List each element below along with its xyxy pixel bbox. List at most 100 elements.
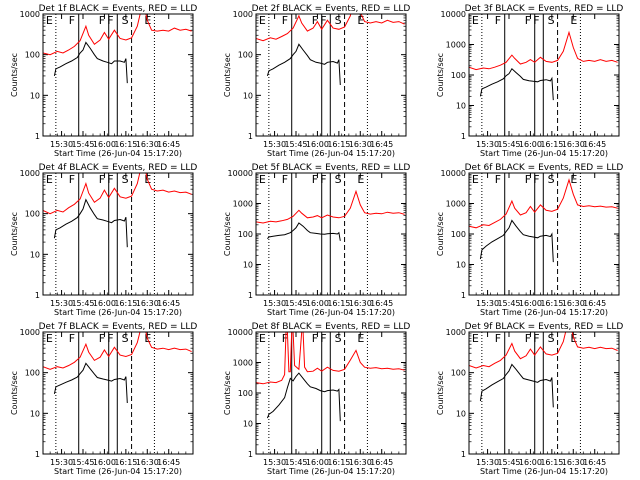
x-tick-label: 16:30 [349,140,372,149]
panel-title: Det 5f BLACK = Events, RED = LLD [252,163,411,173]
marker-label-S: S [335,332,342,345]
marker-label-F: F [69,14,75,27]
y-tick-label: 10 [456,102,466,111]
panel-title: Det 9f BLACK = Events, RED = LLD [465,322,624,332]
y-tick-label: 10 [243,91,253,100]
y-tick-label: 1000 [233,200,253,209]
x-tick-label: 16:15 [327,140,350,149]
y-axis-label: Counts/sec [10,212,19,256]
marker-label-E: E [46,14,53,27]
panel-frame [42,331,194,455]
x-tick-label: 15:45 [284,458,307,467]
x-tick-label: 16:30 [136,140,159,149]
x-tick-label: 15:30 [263,140,286,149]
y-tick-label: 100 [451,71,466,80]
x-axis-label: Start Time (26-Jun-04 15:17:20) [267,149,395,158]
series-events [53,198,128,248]
marker-label-F: F [525,332,531,345]
marker-label-F: F [525,14,531,27]
marker-label-E: E [357,332,364,345]
y-tick-label: 10000 [441,169,466,178]
marker-label-S: S [548,173,555,186]
x-tick-label: 16:45 [157,299,180,308]
x-tick-label: 15:45 [497,140,520,149]
x-axis-label: Start Time (26-Jun-04 15:17:20) [54,467,182,476]
x-tick-label: 16:00 [306,299,329,308]
marker-label-F: F [495,332,501,345]
y-tick-label: 1 [248,132,253,141]
panel-title: Det 2f BLACK = Events, RED = LLD [252,4,411,14]
x-tick-label: 16:15 [114,299,137,308]
x-axis-label: Start Time (26-Jun-04 15:17:20) [480,308,608,317]
marker-label-E: E [472,14,479,27]
x-tick-label: 16:30 [562,458,585,467]
panel-title: Det 8f BLACK = Events, RED = LLD [252,322,411,332]
panel-frame [468,172,620,296]
panel-7: Det 7f BLACK = Events, RED = LLD 1 10 100 10… [10,322,197,476]
x-tick-label: 15:45 [284,299,307,308]
y-axis-label: Counts/sec [436,53,445,97]
marker-label-S: S [335,173,342,186]
y-axis-label: Counts/sec [223,53,232,97]
y-tick-label: 1 [461,132,466,141]
marker-label-F: F [107,173,113,186]
series-lld [256,14,405,42]
x-tick-label: 16:30 [136,458,159,467]
x-tick-label: 15:30 [263,299,286,308]
y-tick-label: 100 [451,369,466,378]
x-tick-label: 16:15 [114,458,137,467]
x-axis-label: Start Time (26-Jun-04 15:17:20) [267,467,395,476]
series-events [479,68,554,101]
y-tick-label: 1000 [446,200,466,209]
y-tick-label: 100 [25,210,40,219]
panel-title: Det 3f BLACK = Events, RED = LLD [465,4,624,14]
y-tick-label: 10000 [228,169,253,178]
marker-label-F: F [312,332,318,345]
x-tick-label: 16:15 [540,140,563,149]
marker-label-E: E [259,332,266,345]
x-tick-label: 16:15 [327,458,350,467]
y-tick-label: 1000 [20,10,40,19]
y-tick-label: 1000 [20,169,40,178]
x-tick-label: 15:30 [50,299,73,308]
x-tick-label: 16:45 [370,140,393,149]
x-tick-label: 15:30 [50,140,73,149]
marker-label-F: F [99,332,105,345]
panel-title: Det 6f BLACK = Events, RED = LLD [465,163,624,173]
y-tick-label: 10 [456,409,466,418]
x-tick-label: 15:45 [71,299,94,308]
panel-frame [42,13,194,137]
marker-label-F: F [282,14,288,27]
x-tick-label: 16:45 [370,458,393,467]
x-tick-label: 15:30 [50,458,73,467]
x-tick-label: 16:30 [562,140,585,149]
y-tick-label: 1 [461,450,466,459]
panel-frame [468,331,620,455]
x-tick-label: 16:00 [93,140,116,149]
marker-label-F: F [320,332,326,345]
panel-frame [42,172,194,296]
x-tick-label: 15:30 [476,140,499,149]
x-axis-label: Start Time (26-Jun-04 15:17:20) [54,149,182,158]
series-events [479,363,554,408]
panel-frame [255,331,407,455]
panel-8: Det 8f BLACK = Events, RED = LLD 1 10 100 10… [223,322,410,476]
series-lld [469,178,618,229]
marker-label-F: F [533,14,539,27]
panel-5: Det 5f BLACK = Events, RED = LLD 1 10 100 10… [223,163,410,317]
marker-label-F: F [320,14,326,27]
y-axis-label: Counts/sec [223,212,232,256]
x-tick-label: 15:45 [71,140,94,149]
x-tick-label: 16:45 [370,299,393,308]
x-tick-label: 16:00 [306,140,329,149]
y-tick-label: 100 [25,51,40,60]
panel-6: Det 6f BLACK = Events, RED = LLD 1 10 100 10… [436,163,623,317]
y-axis-label: Counts/sec [436,212,445,256]
marker-label-E: E [259,173,266,186]
marker-label-F: F [69,332,75,345]
x-tick-label: 15:45 [497,299,520,308]
marker-label-E: E [472,173,479,186]
y-tick-label: 100 [238,230,253,239]
y-axis-label: Counts/sec [10,371,19,415]
x-tick-label: 15:30 [263,458,286,467]
